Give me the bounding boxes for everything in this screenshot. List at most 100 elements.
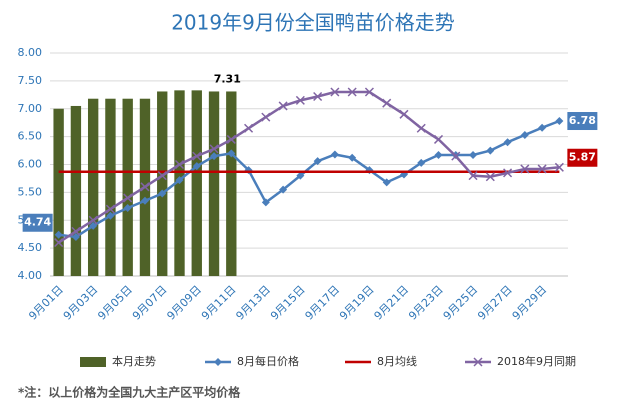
x-tick-label: 9月17日 (303, 283, 343, 323)
marker (433, 134, 444, 144)
marker (226, 134, 236, 144)
x-tick-label: 9月21日 (372, 283, 412, 323)
legend-label: 本月走势 (112, 354, 156, 368)
value-label: 4.74 (24, 216, 51, 229)
marker (71, 226, 81, 236)
bar (105, 98, 116, 276)
marker (451, 151, 461, 161)
value-label-box (567, 148, 598, 167)
marker (554, 162, 564, 172)
x-tick-label: 9月01日 (26, 283, 66, 323)
marker (123, 193, 133, 203)
legend-label: 8月均线 (377, 354, 417, 368)
marker (54, 230, 63, 239)
bar (191, 90, 202, 276)
value-label: 5.87 (569, 151, 596, 164)
x-tick-label: 9月13日 (233, 283, 273, 323)
bar (208, 91, 220, 276)
marker (399, 109, 409, 119)
bar (53, 108, 64, 276)
marker (158, 189, 167, 198)
marker (555, 117, 564, 126)
marker (469, 151, 478, 160)
marker (89, 221, 98, 230)
marker (417, 158, 426, 167)
marker (296, 171, 305, 180)
y-tick-label: 5.50 (18, 185, 43, 198)
marker (520, 130, 529, 139)
x-tick-label: 9月19日 (337, 283, 377, 323)
y-tick-label: 4.50 (18, 241, 43, 254)
marker (503, 138, 512, 147)
marker (538, 123, 547, 132)
marker (140, 182, 150, 192)
marker (174, 159, 185, 170)
marker (140, 196, 149, 205)
marker (486, 146, 495, 155)
marker (192, 162, 201, 171)
marker (175, 176, 184, 185)
marker (313, 157, 322, 166)
marker (209, 144, 219, 154)
marker (520, 164, 530, 174)
line (58, 119, 560, 239)
marker (88, 215, 98, 225)
y-tick-label: 6.00 (18, 158, 43, 171)
marker (347, 87, 357, 97)
marker (313, 91, 323, 102)
legend-label: 2018年9月同期 (497, 354, 576, 368)
marker (261, 112, 271, 122)
marker (244, 123, 254, 133)
marker (468, 171, 478, 181)
x-tick-label: 9月27日 (475, 283, 515, 323)
legend-label: 8月每日价格 (237, 354, 299, 368)
x-tick-label: 9月23日 (406, 283, 446, 323)
footnote: *注：以上价格为全国九大主产区平均价格 (18, 385, 241, 400)
x-tick-label: 9月11日 (199, 283, 239, 323)
x-tick-label: 9月03日 (61, 283, 101, 323)
marker (157, 171, 167, 181)
marker (105, 204, 115, 214)
marker (348, 153, 357, 162)
y-tick-label: 8.00 (18, 46, 43, 59)
chart-title: 2019年9月份全国鸭苗价格走势 (171, 11, 455, 35)
x-tick-label: 9月05日 (95, 283, 135, 323)
legend-marker (214, 358, 222, 366)
marker (382, 178, 391, 187)
value-label-box (22, 213, 53, 232)
marker (278, 101, 288, 111)
marker (295, 95, 305, 105)
bar (226, 91, 237, 276)
x-tick-label: 9月25日 (441, 283, 481, 323)
y-tick-label: 7.00 (18, 102, 43, 115)
marker (537, 164, 547, 174)
marker (382, 98, 392, 108)
x-tick-label: 9月07日 (130, 283, 170, 323)
marker (210, 152, 219, 161)
marker (71, 232, 80, 241)
x-tick-label: 9月09日 (164, 283, 204, 323)
marker (54, 238, 64, 248)
x-tick-label: 9月15日 (268, 283, 308, 323)
bar (122, 98, 133, 276)
marker (279, 185, 288, 194)
x-tick-label: 9月29日 (510, 283, 550, 323)
legend-swatch (80, 357, 106, 367)
value-label: 7.31 (214, 72, 241, 85)
marker (106, 211, 115, 220)
marker (192, 151, 202, 161)
marker (330, 87, 340, 97)
marker (485, 172, 495, 182)
marker (434, 151, 443, 160)
marker (123, 203, 132, 212)
marker (261, 198, 270, 207)
y-tick-label: 6.50 (18, 130, 43, 143)
marker (364, 87, 374, 97)
value-label-box (567, 112, 598, 131)
bar (87, 98, 99, 276)
bar (70, 105, 82, 277)
y-tick-label: 4.00 (18, 269, 43, 282)
marker (227, 149, 236, 158)
legend-marker (473, 357, 483, 367)
